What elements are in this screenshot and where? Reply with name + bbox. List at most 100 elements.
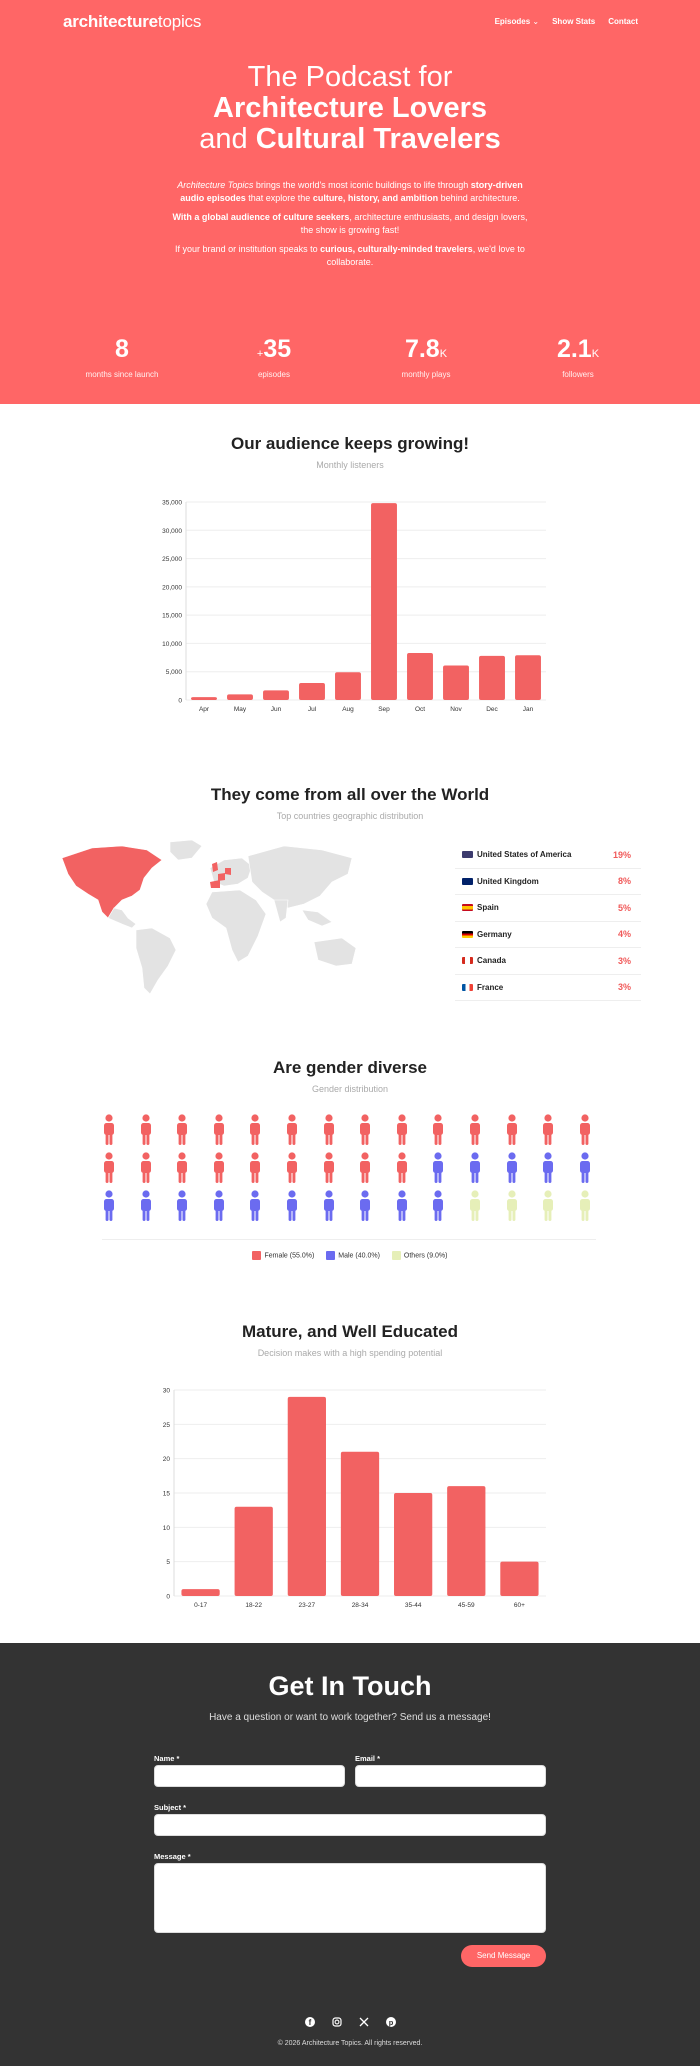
legend-label: Male (40.0%) <box>338 1252 380 1260</box>
bar[interactable] <box>394 1493 433 1596</box>
stat-label: months since launch <box>85 370 159 379</box>
person-female-icon <box>102 1152 116 1184</box>
gender-section: Are gender diverse Gender distribution <box>0 1058 700 1094</box>
gender-title: Are gender diverse <box>272 1058 427 1077</box>
facebook-icon[interactable]: f <box>304 2017 315 2027</box>
x-tick-label: 35-44 <box>405 1602 422 1609</box>
message-label: Message * <box>154 1852 191 1861</box>
hero-title-line3-light: and <box>199 123 256 155</box>
country-row: France 3% <box>455 975 641 1001</box>
x-tick-label: 45-59 <box>458 1602 475 1609</box>
y-tick-label: 20,000 <box>162 584 182 591</box>
x-tick-label: 60+ <box>514 1602 525 1609</box>
subject-field[interactable] <box>154 1814 546 1836</box>
person-female-icon <box>322 1152 336 1184</box>
bar[interactable] <box>447 1486 486 1596</box>
nav-episodes[interactable]: Episodes <box>495 10 540 34</box>
nav-show-stats[interactable]: Show Stats <box>552 17 596 26</box>
map-asia <box>247 845 353 909</box>
map-india <box>273 899 289 923</box>
email-label: Email * <box>355 1754 381 1763</box>
person-female-icon <box>285 1114 299 1146</box>
bar[interactable] <box>479 655 505 700</box>
person-male-icon <box>505 1152 519 1184</box>
bar[interactable] <box>299 683 325 700</box>
bar[interactable] <box>340 1451 380 1596</box>
flag-uk-icon <box>462 877 473 885</box>
person-female-icon <box>175 1114 189 1146</box>
x-icon[interactable] <box>359 2017 369 2027</box>
intro-brand: Architecture Topics <box>177 180 254 190</box>
world-title: They come from all over the World <box>210 785 490 804</box>
y-tick-label: 30 <box>163 1388 171 1395</box>
message-field[interactable] <box>154 1863 546 1933</box>
name-field[interactable] <box>154 1765 345 1787</box>
bar[interactable] <box>181 1589 220 1596</box>
person-female-icon <box>358 1152 372 1184</box>
contact-title: Get In Touch <box>268 1671 432 1701</box>
bar[interactable] <box>515 655 541 700</box>
bar[interactable] <box>371 503 397 700</box>
x-tick-label: 23-27 <box>299 1602 316 1609</box>
person-male-icon <box>395 1190 409 1222</box>
stat-plays: 7.8K monthly plays <box>356 336 496 379</box>
email-field[interactable] <box>355 1765 546 1787</box>
bar[interactable] <box>191 697 217 700</box>
person-female-icon <box>248 1152 262 1184</box>
bar[interactable] <box>263 690 289 700</box>
logo-light: topics <box>157 12 202 31</box>
country-pct: 4% <box>617 929 631 940</box>
bar[interactable] <box>287 1396 326 1596</box>
send-message-button[interactable]: Send Message <box>461 1945 546 1967</box>
x-tick-label: Jan <box>523 706 534 713</box>
y-tick-label: 5 <box>166 1559 170 1566</box>
legend-swatch <box>326 1251 336 1260</box>
country-pct: 8% <box>617 876 631 887</box>
hero-title-line1: The Podcast for <box>247 61 453 93</box>
pinterest-icon[interactable]: p <box>385 2017 396 2027</box>
country-name: Germany <box>477 929 512 939</box>
person-male-icon <box>139 1190 153 1222</box>
person-male-icon <box>431 1152 445 1184</box>
age-section: Mature, and Well Educated Decision makes… <box>0 1322 700 1358</box>
y-tick-label: 25,000 <box>162 556 182 563</box>
bar[interactable] <box>407 653 433 700</box>
country-pct: 5% <box>617 902 631 913</box>
map-africa <box>205 889 267 963</box>
bar[interactable] <box>227 694 253 700</box>
svg-text:f: f <box>308 2018 311 2027</box>
intro-text: , we'd love to collaborate. <box>326 244 525 267</box>
bar[interactable] <box>500 1561 539 1596</box>
world-map <box>61 839 357 995</box>
instagram-icon[interactable] <box>331 2017 342 2027</box>
intro-bold: story-driven audio episodes <box>180 180 523 203</box>
intro-bold: With a global audience of culture seeker… <box>172 212 350 222</box>
stat-number: 35 <box>263 335 292 363</box>
stat-unit: K <box>439 348 448 360</box>
person-other-icon <box>578 1190 592 1222</box>
country-pct: 3% <box>617 955 631 966</box>
x-tick-label: Jun <box>271 706 282 713</box>
person-male-icon <box>468 1152 482 1184</box>
person-female-icon <box>102 1114 116 1146</box>
world-section: They come from all over the World Top co… <box>0 785 700 821</box>
hero-title-line3-bold: Cultural Travelers <box>255 123 501 155</box>
intro-paragraph-2: With a global audience of culture seeker… <box>170 211 530 237</box>
y-tick-label: 25 <box>163 1422 171 1429</box>
bar[interactable] <box>335 672 361 700</box>
name-label: Name * <box>154 1754 180 1763</box>
x-tick-label: 0-17 <box>194 1602 207 1609</box>
nav-contact[interactable]: Contact <box>608 17 638 26</box>
top-nav: architecturetopics Episodes Show Stats C… <box>0 10 700 34</box>
country-list: United States of America 19% United Kingd… <box>455 842 641 1001</box>
hero-intro: Architecture Topics brings the world's m… <box>170 179 530 275</box>
person-female-icon <box>578 1114 592 1146</box>
map-greenland <box>169 839 203 861</box>
hero-title-line2: Architecture Lovers <box>213 92 487 124</box>
logo[interactable]: architecturetopics <box>63 10 201 34</box>
subject-label: Subject * <box>154 1803 187 1812</box>
y-tick-label: 15 <box>163 1491 171 1498</box>
bar[interactable] <box>234 1506 273 1596</box>
person-female-icon <box>541 1114 555 1146</box>
bar[interactable] <box>443 665 469 700</box>
